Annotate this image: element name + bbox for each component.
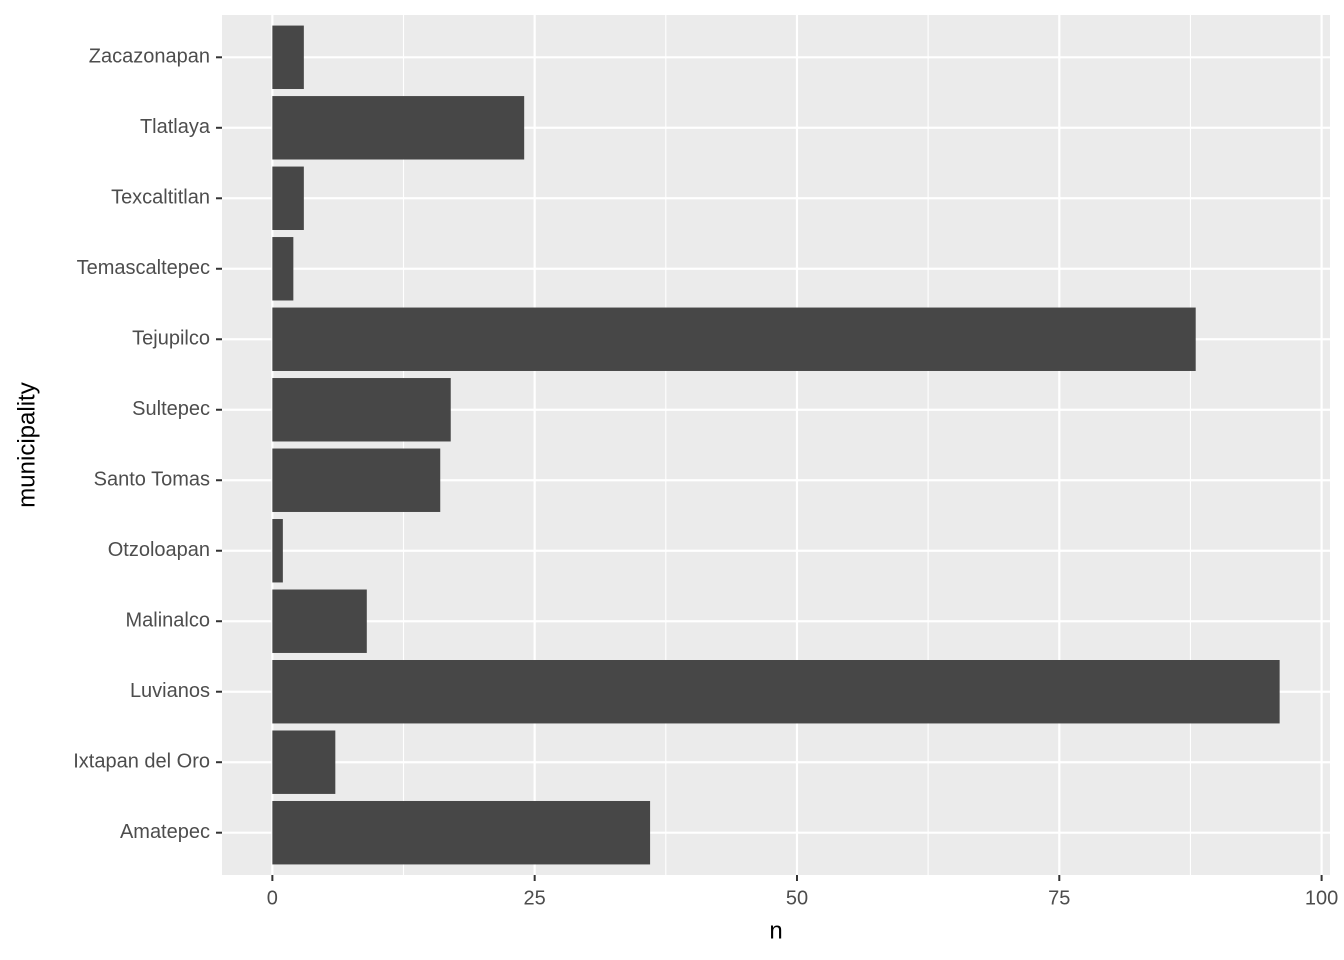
- y-tick-label: Malinalco: [126, 610, 210, 632]
- y-tick-label: Ixtapan del Oro: [73, 750, 210, 772]
- bar: [272, 96, 525, 160]
- x-axis-title: n: [769, 917, 782, 944]
- x-tick-label: 100: [1305, 887, 1338, 909]
- y-tick-label: Amatepec: [120, 821, 210, 843]
- bar: [272, 448, 441, 512]
- bar: [272, 800, 651, 865]
- bar: [272, 166, 304, 230]
- bar: [272, 307, 1196, 371]
- y-tick-label: Zacazonapan: [89, 46, 210, 68]
- bar: [272, 378, 451, 442]
- y-axis-title: municipality: [13, 382, 40, 507]
- x-tick-label: 25: [524, 887, 546, 909]
- bar: [272, 519, 283, 583]
- bar: [272, 589, 367, 653]
- y-tick-label: Tejupilco: [132, 328, 210, 350]
- bar: [272, 25, 304, 90]
- y-tick-label: Sultepec: [132, 398, 210, 420]
- y-tick-label: Santo Tomas: [94, 469, 210, 491]
- bar: [272, 237, 294, 301]
- y-tick-label: Luvianos: [130, 680, 210, 702]
- y-tick-label: Tlatlaya: [140, 116, 211, 138]
- bar: [272, 660, 1280, 724]
- y-tick-label: Otzoloapan: [108, 539, 210, 561]
- bar: [272, 730, 336, 794]
- y-tick-label: Texcaltitlan: [111, 187, 210, 209]
- y-tick-label: Temascaltepec: [77, 257, 210, 279]
- x-tick-label: 0: [267, 887, 278, 909]
- x-tick-label: 75: [1048, 887, 1070, 909]
- x-tick-label: 50: [786, 887, 808, 909]
